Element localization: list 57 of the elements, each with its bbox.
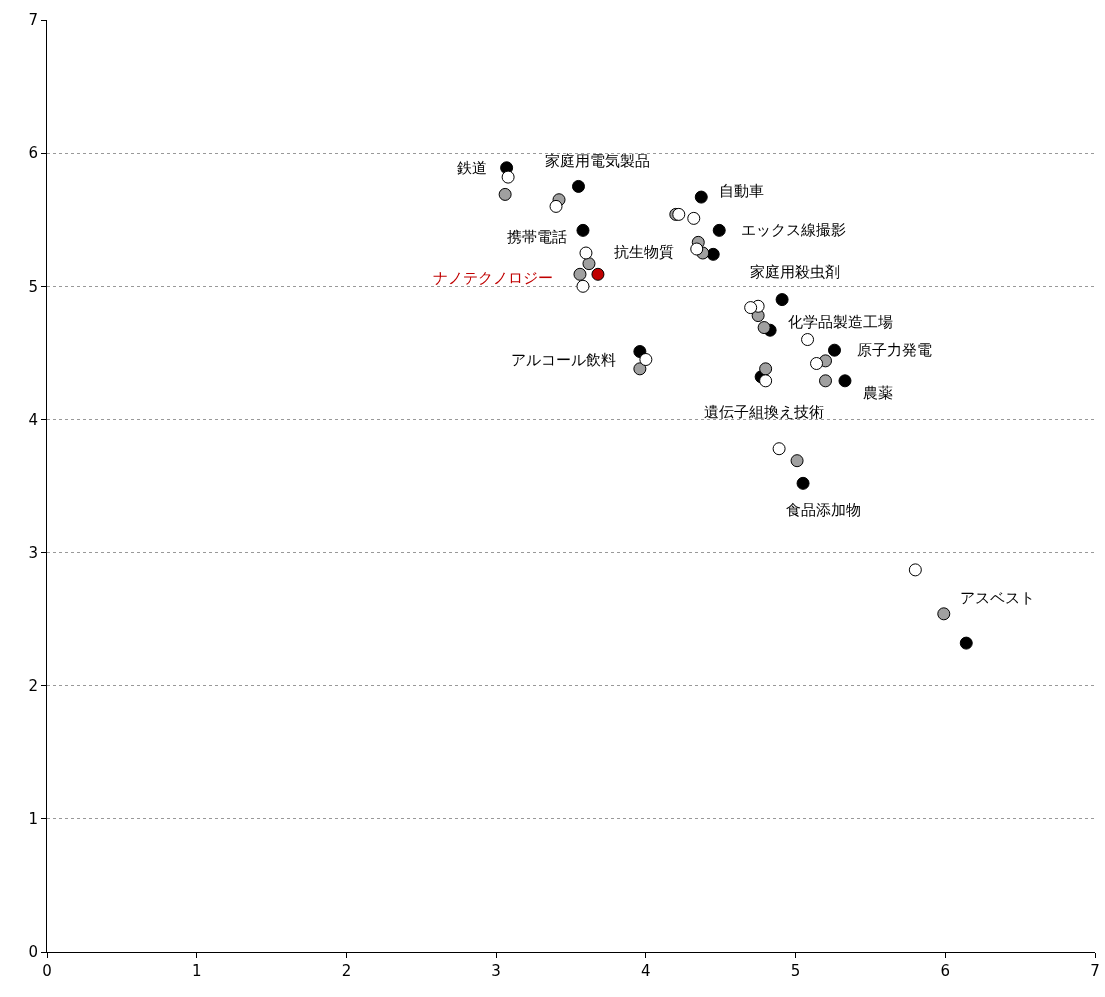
annotation: アルコール飲料	[511, 351, 616, 369]
point	[828, 343, 841, 357]
point	[810, 357, 824, 370]
point	[959, 636, 973, 650]
y-tick-label: 6	[28, 144, 38, 163]
annotation: 家庭用殺虫剤	[750, 263, 840, 281]
point	[937, 607, 951, 621]
point	[790, 454, 804, 468]
point	[757, 321, 771, 335]
point	[690, 242, 704, 256]
point	[591, 267, 605, 281]
y-tick-label: 7	[28, 11, 38, 30]
x-tick-label: 0	[42, 962, 52, 980]
point	[633, 362, 647, 376]
annotation: 鉄道	[457, 159, 487, 177]
x-tick-label: 7	[1090, 962, 1100, 980]
point	[549, 199, 563, 213]
point	[759, 362, 773, 376]
annotation: 抗生物質	[614, 243, 674, 261]
annotation: アスベスト	[960, 589, 1035, 607]
point	[838, 374, 852, 388]
y-tick-label: 1	[28, 810, 38, 829]
y-tick-label: 4	[28, 410, 38, 429]
x-tick-label: 3	[491, 962, 501, 980]
point	[819, 374, 833, 388]
point	[576, 223, 590, 237]
annotation: 家庭用電気製品	[545, 152, 650, 170]
point	[498, 187, 512, 201]
point	[582, 257, 596, 271]
point	[796, 476, 810, 490]
y-tick-label: 5	[28, 277, 38, 296]
point	[744, 301, 758, 315]
y-tick-label: 2	[28, 676, 38, 695]
annotation: 農薬	[863, 384, 893, 402]
annotation: 自動車	[719, 182, 764, 200]
point	[775, 293, 789, 307]
x-tick-label: 6	[940, 962, 951, 980]
point	[573, 267, 587, 281]
point	[572, 179, 585, 193]
annotation: 携帯電話	[507, 228, 567, 246]
point	[501, 170, 515, 184]
point	[759, 374, 773, 388]
point	[706, 247, 720, 261]
point	[694, 190, 708, 204]
annotation: ナノテクノロジー	[433, 269, 553, 287]
x-tick-label: 1	[191, 962, 202, 980]
x-tick-label: 5	[790, 962, 801, 980]
annotation: エックス線撮影	[741, 221, 846, 239]
annotation: 原子力発電	[857, 341, 932, 359]
annotation: 遺伝子組換え技術	[704, 403, 824, 421]
x-tick-label: 4	[641, 962, 651, 980]
x-tick-label: 2	[341, 962, 352, 980]
y-tick-label: 0	[28, 943, 38, 962]
annotation: 食品添加物	[786, 501, 861, 519]
annotation: 化学品製造工場	[788, 313, 893, 331]
point	[712, 223, 726, 237]
y-tick-label: 3	[28, 543, 38, 562]
